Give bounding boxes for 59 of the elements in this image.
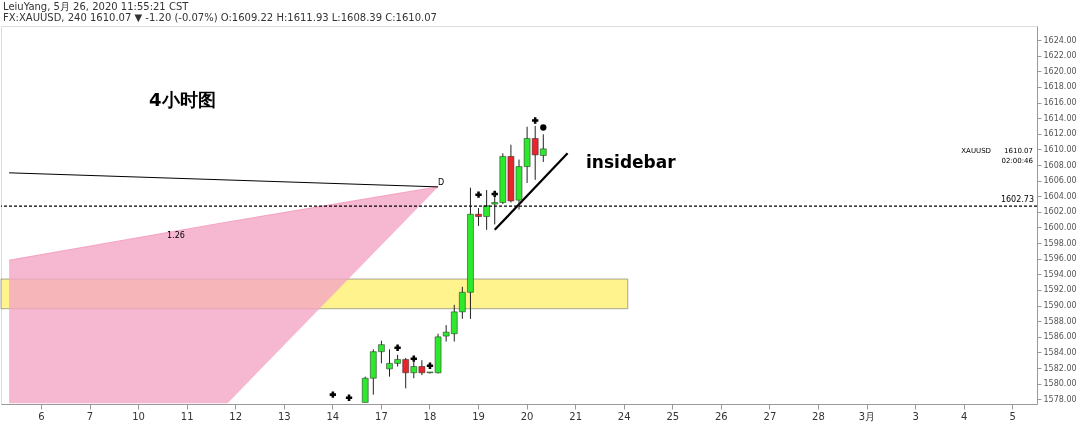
x-tick-label: 6 <box>38 410 45 422</box>
y-tick-label: 1620.00 <box>1043 66 1077 76</box>
x-tick-label: 28 <box>812 410 825 422</box>
y-tick-label: 1618.00 <box>1043 82 1077 92</box>
x-tick-label: 10 <box>132 410 145 422</box>
x-tick-label: 20 <box>520 410 534 422</box>
y-tick-label: 1610.00 <box>1043 144 1077 154</box>
chart-title: LeiuYang, 5月 26, 2020 11:55:21 CST <box>3 1 190 12</box>
annotation: D <box>437 178 445 187</box>
y-tick-label: 1584.00 <box>1043 347 1077 357</box>
annotation: insidebar <box>586 152 677 172</box>
y-tick-label: 1590.00 <box>1043 301 1077 311</box>
y-tick-label: 1600.00 <box>1043 223 1077 232</box>
x-tick-label: 12 <box>229 410 243 422</box>
point <box>540 124 547 131</box>
y-tick-label: 1582.00 <box>1043 363 1077 373</box>
point <box>345 394 353 401</box>
point <box>329 391 337 398</box>
x-tick-label: 18 <box>423 410 437 422</box>
y-tick-label: 1598.00 <box>1043 238 1077 248</box>
x-tick-label: 7 <box>86 410 94 422</box>
point <box>475 191 482 198</box>
y-tick-label: 1602.00 <box>1043 207 1077 217</box>
point <box>532 117 539 124</box>
x-tick-label: 14 <box>326 410 340 422</box>
x-tick-label: 26 <box>714 410 728 422</box>
x-tick-label: 13 <box>277 410 291 422</box>
x-tick-label: 19 <box>472 410 485 422</box>
x-tick-label: 3 <box>912 410 919 422</box>
ref-line-label: 1602.73 <box>1000 195 1034 205</box>
y-tick-label: 1596.00 <box>1043 254 1077 264</box>
y-tick-label: 1592.00 <box>1043 285 1077 295</box>
x-tick-label: 4 <box>960 410 968 422</box>
y-tick-label: 1580.00 <box>1043 379 1077 389</box>
x-tick-label: 17 <box>375 410 388 422</box>
point <box>426 362 434 369</box>
y-tick-label: 1616.00 <box>1043 98 1077 108</box>
annotation: 4小时图 <box>149 89 216 110</box>
y-tick-label: 1586.00 <box>1043 332 1077 342</box>
y-tick-label: 1606.00 <box>1043 176 1077 186</box>
y-tick-label: 1624.00 <box>1043 35 1077 45</box>
point <box>394 344 401 351</box>
y-tick-label: 1612.00 <box>1043 129 1077 139</box>
y-tick-label: 1594.00 <box>1043 269 1077 279</box>
chart-subtitle: FX:XAUUSD, 240 1610.07 ▼ -1.20 (-0.07%) O:1609.22 H:1611.93 L:1608.39 C:1610.07 <box>3 12 437 23</box>
annotation: 1.26 <box>167 231 185 240</box>
x-tick-label: 3月 <box>858 410 876 422</box>
x-tick-label: 11 <box>180 410 194 422</box>
y-tick-label: 1622.00 <box>1043 51 1077 61</box>
x-tick-label: 21 <box>569 410 583 422</box>
y-tick-label: 1614.00 <box>1043 113 1077 123</box>
y-tick-label: 1608.00 <box>1043 160 1077 170</box>
y-tick-label: 1604.00 <box>1043 191 1077 201</box>
y-tick-label: 1578.00 <box>1043 394 1077 404</box>
x-tick-label: 24 <box>617 410 631 422</box>
y-tick-label: 1588.00 <box>1043 316 1077 326</box>
x-tick-label: 25 <box>666 410 680 422</box>
x-tick-label: 5 <box>1009 410 1016 422</box>
x-tick-label: 27 <box>763 410 777 422</box>
